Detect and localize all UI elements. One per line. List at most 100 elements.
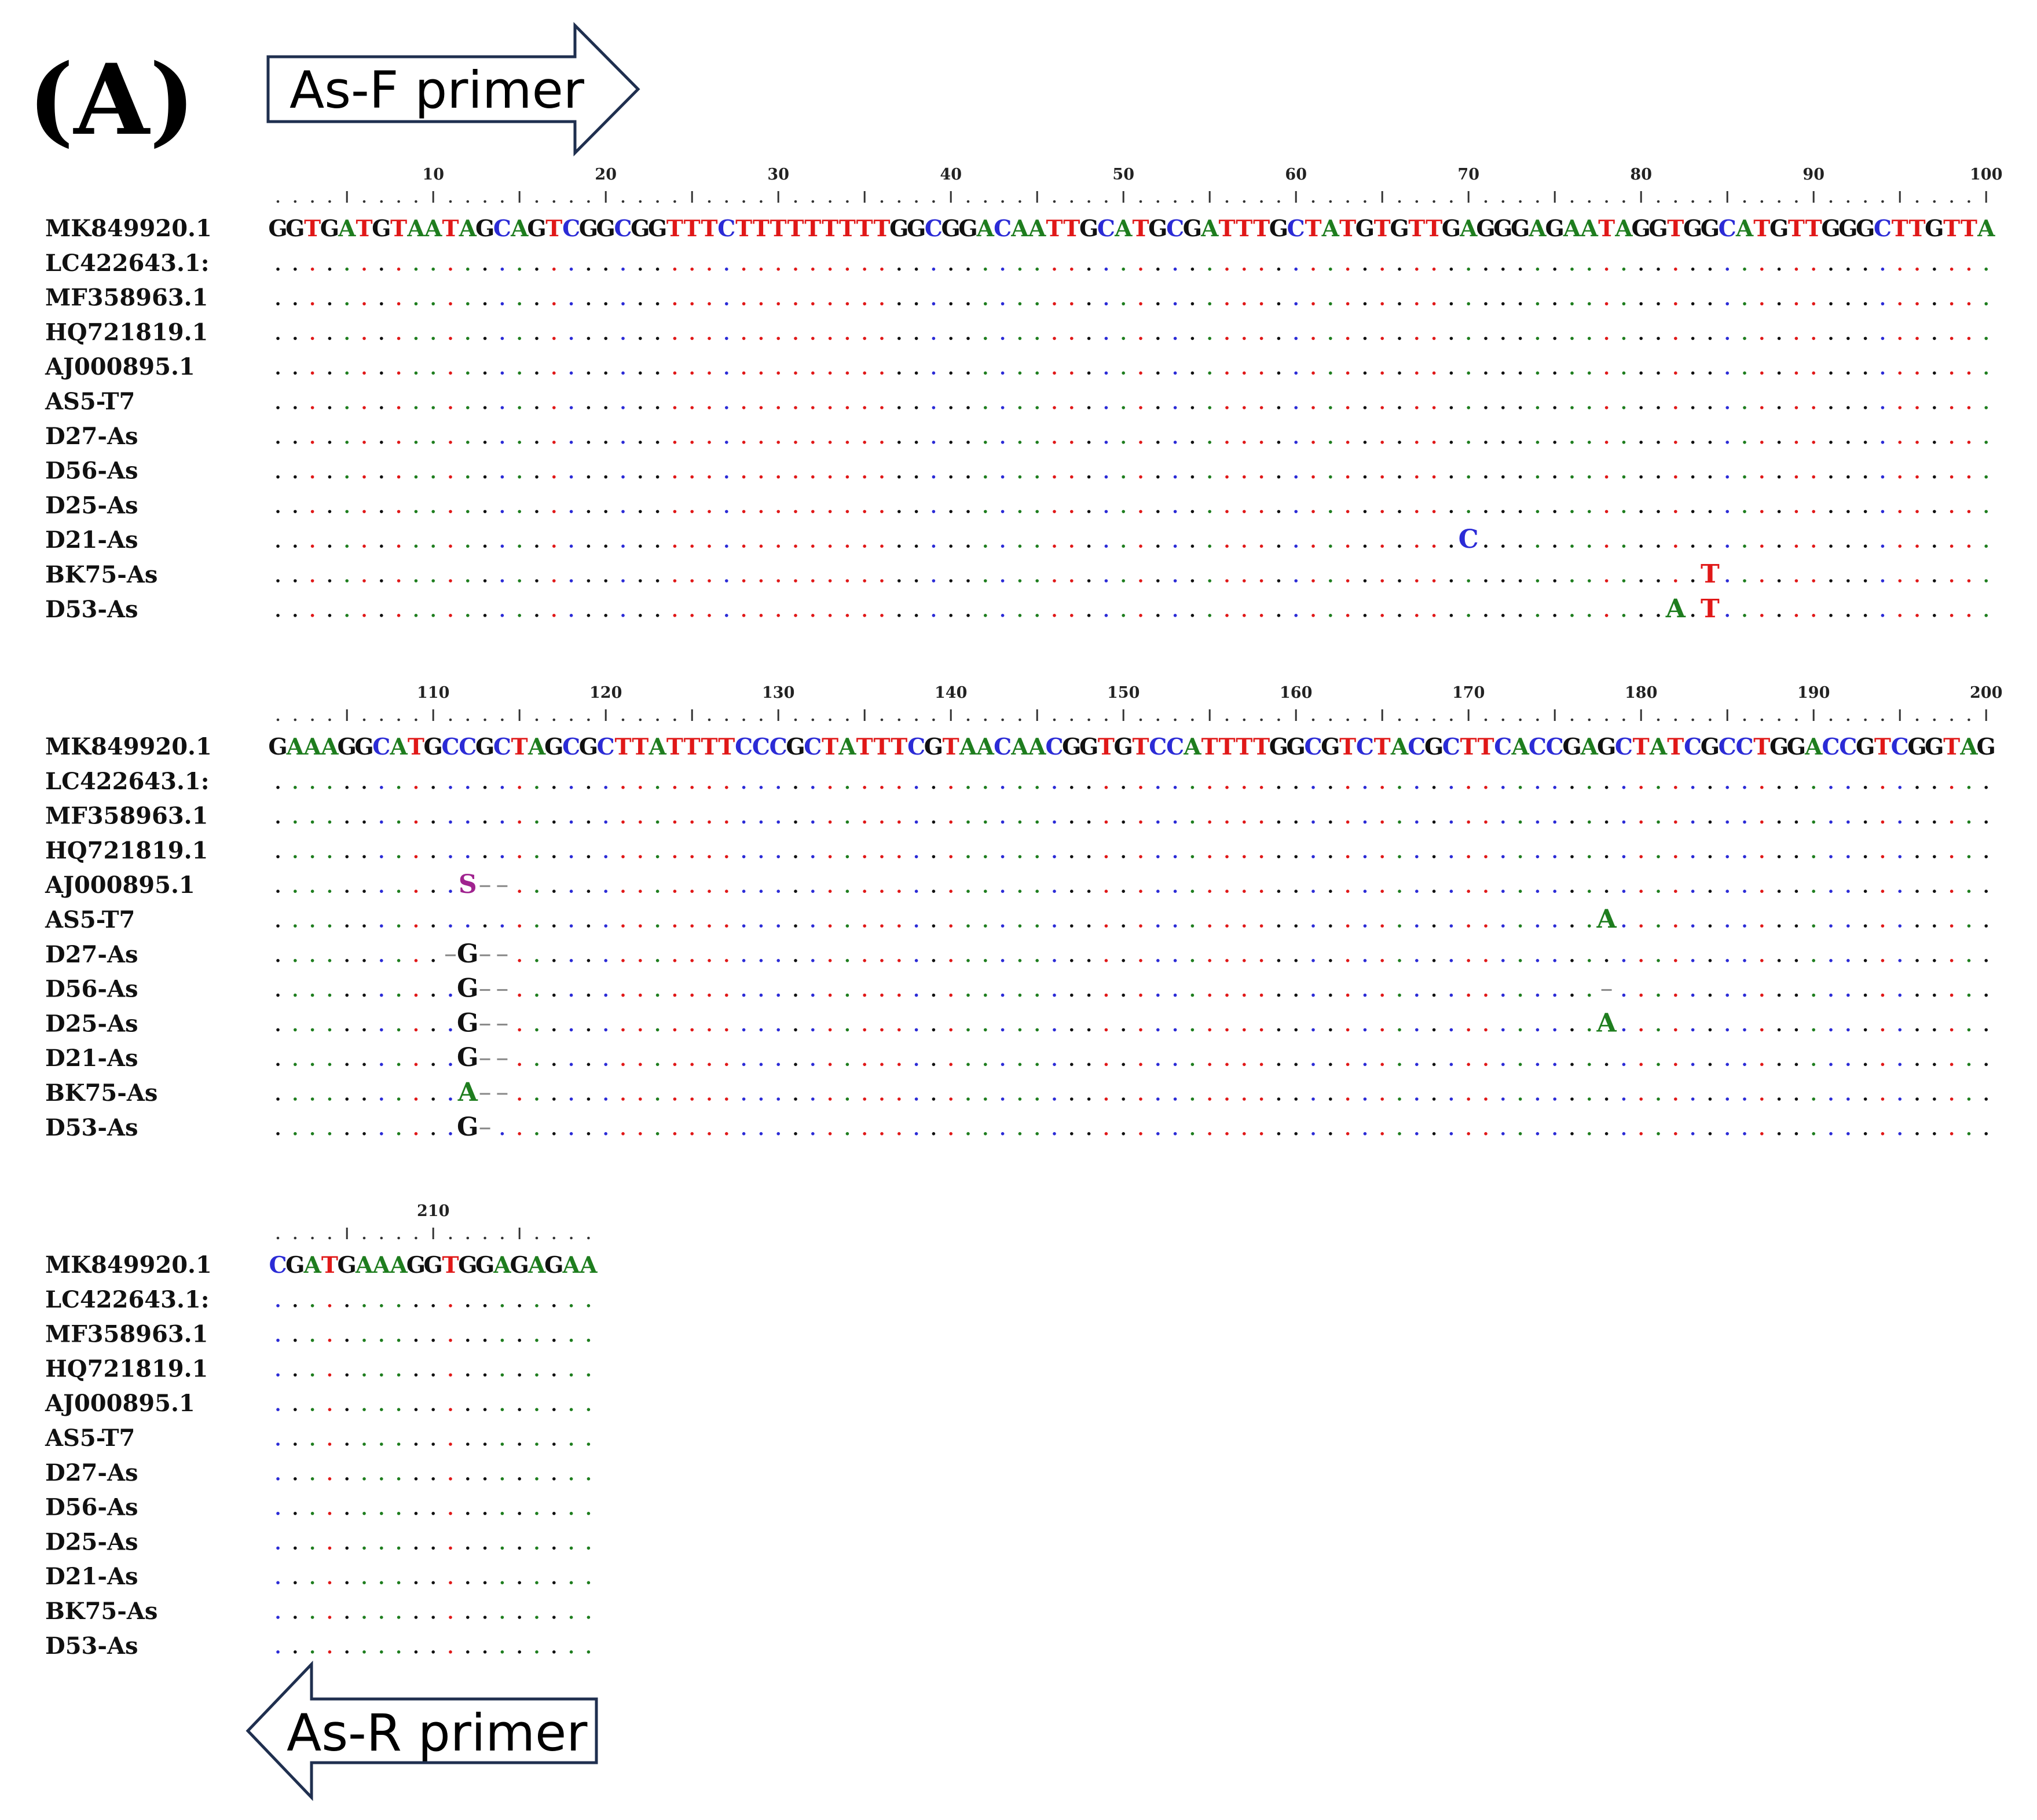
ruler-dot bbox=[397, 718, 400, 722]
ruler-dot bbox=[1001, 200, 1004, 203]
identity-dot bbox=[1311, 510, 1315, 514]
identity-dot bbox=[1622, 993, 1626, 997]
identity-dot bbox=[1588, 302, 1591, 306]
identity-dot bbox=[932, 959, 936, 962]
identity-dot bbox=[362, 889, 366, 893]
identity-dot bbox=[1018, 544, 1022, 548]
identity-dot bbox=[1984, 820, 1988, 824]
identity-dot bbox=[1829, 544, 1833, 548]
ruler-dot bbox=[1070, 200, 1074, 203]
identity-dot bbox=[1639, 855, 1643, 859]
identity-dot bbox=[380, 371, 383, 375]
ruler-dot bbox=[1864, 718, 1867, 722]
reference-base: C bbox=[1408, 734, 1426, 760]
identity-dot bbox=[655, 1063, 660, 1066]
identity-dot bbox=[518, 406, 521, 409]
identity-dot bbox=[1104, 924, 1108, 928]
identity-dot bbox=[294, 1028, 297, 1032]
identity-dot bbox=[1536, 544, 1540, 548]
identity-dot bbox=[1070, 1063, 1074, 1066]
identity-dot bbox=[897, 855, 901, 859]
identity-dot bbox=[897, 889, 901, 893]
identity-dot bbox=[1777, 510, 1781, 514]
identity-dot bbox=[310, 371, 314, 375]
identity-dot bbox=[362, 579, 366, 583]
identity-dot bbox=[1449, 441, 1453, 444]
identity-dot bbox=[1001, 371, 1005, 375]
identity-dot bbox=[1898, 475, 1902, 479]
identity-dot bbox=[1863, 1063, 1867, 1066]
identity-dot bbox=[1691, 959, 1695, 962]
identity-dot bbox=[1863, 371, 1867, 375]
identity-dot bbox=[414, 1408, 418, 1411]
identity-dot bbox=[1657, 1028, 1660, 1032]
identity-dot bbox=[414, 1650, 418, 1654]
identity-dot bbox=[1398, 336, 1401, 340]
tick-label: 30 bbox=[767, 166, 789, 184]
identity-dot bbox=[828, 544, 832, 548]
identity-dot bbox=[1933, 993, 1936, 997]
identity-dot bbox=[1018, 614, 1022, 617]
identity-dot bbox=[1329, 441, 1332, 444]
identity-dot bbox=[1001, 1063, 1005, 1066]
identity-dot bbox=[673, 579, 677, 583]
identity-dot bbox=[1674, 544, 1677, 548]
identity-dot bbox=[1657, 959, 1660, 962]
identity-dot bbox=[1380, 441, 1384, 444]
identity-dot bbox=[1812, 371, 1815, 375]
identity-dot bbox=[362, 371, 366, 375]
identity-dot bbox=[518, 993, 521, 997]
identity-dot bbox=[535, 1546, 538, 1550]
identity-dot bbox=[1208, 924, 1211, 928]
identity-dot bbox=[1933, 855, 1936, 859]
identity-dot bbox=[397, 302, 401, 306]
identity-dot bbox=[639, 475, 642, 479]
identity-dot bbox=[1915, 510, 1919, 514]
identity-dot bbox=[449, 336, 452, 340]
ruler-dot bbox=[1484, 200, 1488, 203]
identity-dot bbox=[1984, 1097, 1988, 1101]
identity-dot bbox=[1225, 924, 1229, 928]
identity-dot bbox=[1794, 475, 1798, 479]
identity-dot bbox=[776, 441, 780, 444]
reference-base: T bbox=[545, 215, 562, 242]
ruler-dot bbox=[1191, 200, 1194, 203]
identity-dot bbox=[1208, 1028, 1211, 1032]
identity-dot bbox=[759, 993, 763, 997]
identity-dot bbox=[1001, 406, 1005, 409]
identity-dot bbox=[483, 855, 487, 859]
identity-dot bbox=[535, 441, 538, 444]
identity-dot bbox=[380, 406, 383, 409]
identity-dot bbox=[1967, 924, 1971, 928]
identity-dot bbox=[310, 855, 314, 859]
identity-dot bbox=[863, 1028, 866, 1032]
identity-dot bbox=[1674, 855, 1677, 859]
identity-dot bbox=[1259, 406, 1263, 409]
identity-dot bbox=[1657, 406, 1660, 409]
identity-dot bbox=[966, 889, 970, 893]
identity-dot bbox=[949, 406, 952, 409]
identity-dot bbox=[932, 336, 936, 340]
identity-dot bbox=[569, 336, 573, 340]
identity-dot bbox=[414, 1063, 418, 1066]
identity-dot bbox=[1277, 544, 1281, 548]
identity-dot bbox=[466, 924, 470, 928]
reference-base: G bbox=[1355, 215, 1375, 242]
reference-base: A bbox=[338, 215, 356, 242]
ruler-dot bbox=[1398, 200, 1401, 203]
identity-dot bbox=[1415, 1028, 1419, 1032]
identity-dot bbox=[1794, 1132, 1798, 1136]
identity-dot bbox=[587, 820, 591, 824]
identity-dot bbox=[328, 1408, 332, 1411]
ruler-dot bbox=[1243, 718, 1246, 722]
identity-dot bbox=[1881, 371, 1885, 375]
identity-dot bbox=[1570, 889, 1574, 893]
reference-base: G bbox=[1977, 734, 1996, 760]
sequence-name: BK75-As bbox=[45, 1598, 157, 1625]
identity-dot bbox=[1398, 614, 1401, 617]
variant-base: G bbox=[457, 1043, 479, 1072]
identity-dot bbox=[673, 544, 677, 548]
identity-dot bbox=[362, 993, 366, 997]
identity-dot bbox=[276, 786, 280, 789]
identity-dot bbox=[863, 406, 866, 409]
